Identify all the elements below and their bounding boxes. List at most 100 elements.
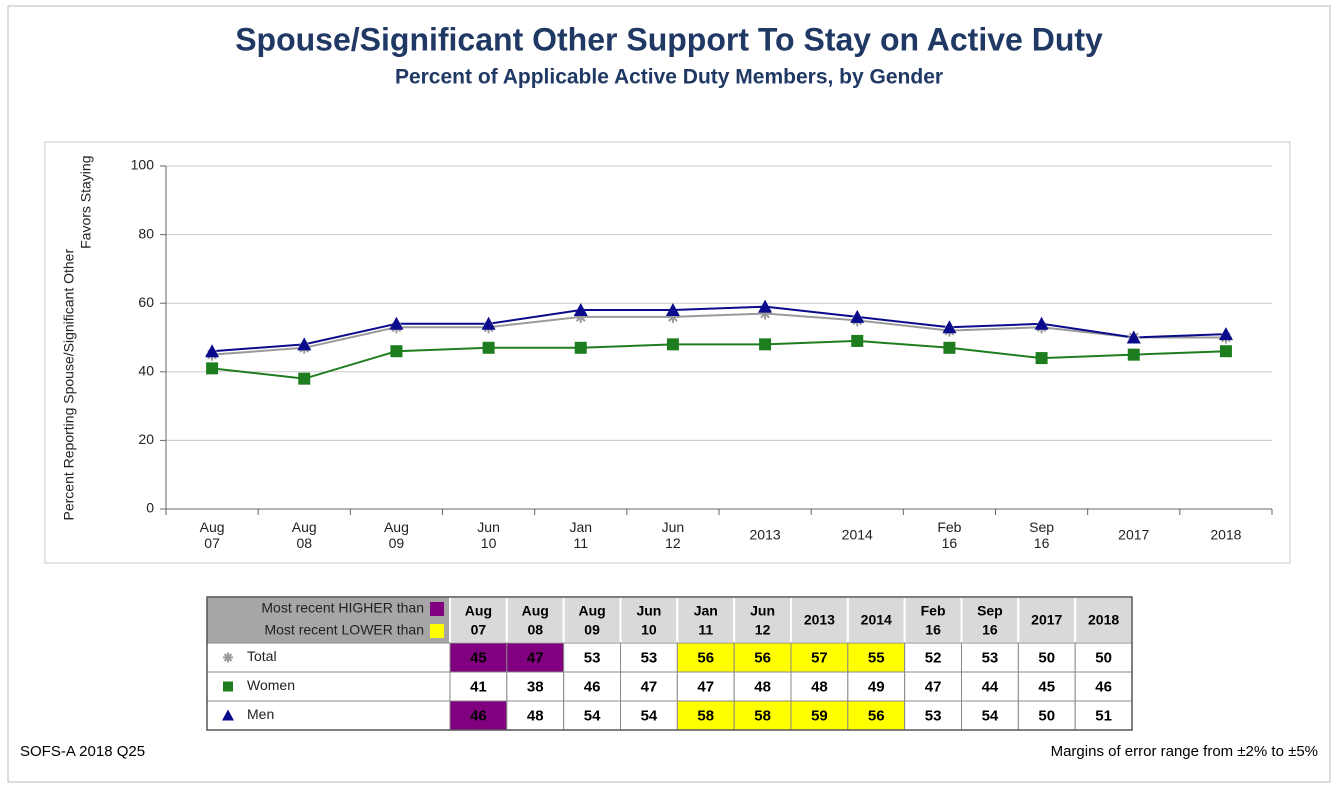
table-legend-swatch [430,602,444,616]
y-tick-label: 20 [138,431,154,447]
table-cell-value: 53 [584,649,601,666]
marker-triangle [222,709,234,721]
table-cell-value: 57 [811,649,828,666]
marker-triangle [1126,330,1141,344]
table-header-label: 2013 [804,612,835,628]
marker-square [943,341,956,354]
table-header-label: 2014 [861,612,892,628]
marker-triangle [850,309,865,323]
table-row-label: Women [247,677,295,693]
table-cell-value: 56 [754,649,771,666]
table-cell [1074,700,1133,731]
table-legend-label: Most recent HIGHER than [261,600,424,616]
footer-source: SOFS-A 2018 Q25 [20,743,145,760]
table-cell-value: 50 [1095,649,1112,666]
table-cell-value: 48 [811,678,828,695]
chart-title: Spouse/Significant Other Support To Stay… [235,21,1103,57]
marker-triangle [573,303,588,317]
marker-triangle [942,320,957,334]
table-cell-value: 49 [868,678,885,695]
table-header-label: Feb 16 [921,602,946,637]
table-cell [904,642,963,673]
table-header-label: Jan 11 [694,602,718,637]
table-header-label: Aug 08 [522,602,549,637]
table-header-label: 2018 [1088,612,1119,628]
series-line [211,339,1226,380]
table-cell-value: 55 [868,649,885,666]
table-cell-value: 51 [1095,707,1112,724]
marker-square [1035,352,1048,365]
marker-triangle [665,303,680,317]
table-cell-value: 38 [527,678,544,695]
table-cell-value: 47 [641,678,658,695]
marker-asterisk [223,652,233,663]
table-cell-value: 54 [584,707,601,724]
table-cell-value: 45 [470,649,487,666]
table-cell-value: 47 [925,678,942,695]
table-cell-value: 53 [925,707,942,724]
table-cell-value: 41 [470,678,487,695]
marker-square [574,341,587,354]
marker-square [1219,345,1232,358]
table-header-cell [846,596,906,644]
y-tick-label: 0 [146,500,154,516]
table-cell-value: 56 [697,649,714,666]
table-cell [506,642,565,673]
table-header-label: 2017 [1031,612,1062,628]
table-cell-value: 52 [925,649,942,666]
table-row-label: Total [247,648,277,664]
table-cell [506,671,565,702]
table-legend-label: Most recent LOWER than [264,622,424,638]
y-axis-label: Percent Reporting Spouse/Significant Oth… [60,156,93,521]
marker-triangle [297,337,312,351]
x-tick-label: Sep 16 [1029,519,1054,551]
table-cell [1017,671,1076,702]
marker-square [1127,348,1140,361]
marker-asterisk [759,307,772,320]
marker-asterisk [574,310,587,323]
table-cell-value: 50 [1038,707,1055,724]
marker-triangle [758,299,773,313]
table-header-label: Jun 12 [750,602,775,637]
table-legend-cell [207,597,450,643]
table-header-label: Jun 10 [636,602,661,637]
x-tick-label: 2013 [750,527,781,543]
table-cell-value: 50 [1038,649,1055,666]
table-cell [563,671,622,702]
table-cell-value: 59 [811,707,828,724]
marker-square [206,362,219,375]
y-tick-label: 40 [138,363,154,379]
x-tick-label: 2017 [1118,527,1149,543]
x-tick-label: Jan 11 [569,519,592,551]
marker-asterisk [666,310,679,323]
table-cell-value: 53 [982,649,999,666]
chart-subtitle: Percent of Applicable Active Duty Member… [395,66,943,89]
table-cell [961,700,1019,731]
table-cell-value: 58 [754,707,771,724]
marker-triangle [1034,316,1049,330]
table-cell-value: 47 [527,649,544,666]
table-cell [506,700,565,731]
table-cell-value: 56 [868,707,885,724]
marker-triangle [1218,327,1233,341]
marker-square [298,372,311,385]
table-cell-value: 44 [982,678,999,695]
marker-square [851,334,864,347]
series-line [212,305,1226,353]
x-tick-label: Jun 10 [477,519,500,551]
x-tick-label: Aug 07 [200,519,225,551]
x-tick-label: Jun 12 [662,519,685,551]
y-tick-label: 60 [138,294,154,310]
table-row-header [206,671,451,702]
y-tick-label: 100 [131,157,155,173]
marker-square [223,681,233,692]
x-tick-label: Aug 09 [384,519,409,551]
x-tick-label: 2014 [842,527,873,543]
table-row-label: Men [247,706,274,722]
table-cell [847,671,906,702]
table-cell [563,642,622,673]
table-cell-value: 54 [982,707,999,724]
marker-triangle [481,316,496,330]
table-header-label: Aug 09 [578,602,605,637]
